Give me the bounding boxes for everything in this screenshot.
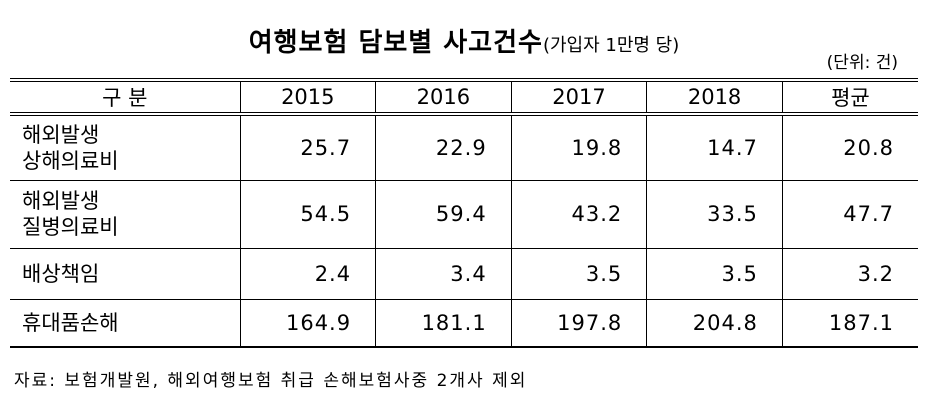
cell-value: 3.5 <box>646 247 783 299</box>
cell-value: 47.7 <box>781 179 918 248</box>
cell-value: 3.2 <box>781 247 918 299</box>
title: 여행보험 담보별 사고건수 <box>248 28 543 58</box>
subtitle: (가입자 1만명 당) <box>542 35 680 56</box>
table-row: 배상책임 2.4 3.4 3.5 3.5 3.2 <box>10 247 918 299</box>
row-label: 휴대품손해 <box>10 298 240 347</box>
column-header: 2017 <box>510 80 647 116</box>
cell-value: 2.4 <box>239 247 376 299</box>
table: 구 분 2015 2016 2017 2018 평균 해외발생 상해의료비 25.7 22.9… <box>10 78 918 348</box>
cell-value: 187.1 <box>781 298 918 347</box>
table-row: 해외발생 상해의료비 25.7 22.9 19.8 14.7 20.8 <box>10 113 918 180</box>
table-row: 해외발생 질병의료비 54.5 59.4 43.2 33.5 47.7 <box>10 179 918 248</box>
cell-value: 20.8 <box>781 113 918 180</box>
footnote: 자료: 보험개발원, 해외여행보험 취급 손해보험사중 2개사 제외 <box>14 371 528 391</box>
cell-value: 164.9 <box>239 298 376 347</box>
header-row: 구 분 2015 2016 2017 2018 평균 <box>10 80 918 116</box>
row-label: 배상책임 <box>10 247 240 299</box>
cell-value: 204.8 <box>646 298 783 347</box>
cell-value: 3.4 <box>375 247 512 299</box>
column-header: 2016 <box>375 80 512 116</box>
table-row: 휴대품손해 164.9 181.1 197.8 204.8 187.1 <box>10 298 918 347</box>
unit: (단위: 건) <box>826 53 898 73</box>
row-label: 해외발생 질병의료비 <box>10 179 240 248</box>
cell-value: 197.8 <box>510 298 647 347</box>
cell-value: 14.7 <box>646 113 783 180</box>
cell-value: 54.5 <box>239 179 376 248</box>
cell-value: 19.8 <box>510 113 647 180</box>
cell-value: 59.4 <box>375 179 512 248</box>
cell-value: 3.5 <box>510 247 647 299</box>
cell-value: 25.7 <box>239 113 376 180</box>
row-label: 해외발생 상해의료비 <box>10 113 240 180</box>
cell-value: 33.5 <box>646 179 783 248</box>
cell-value: 43.2 <box>510 179 647 248</box>
column-header: 구 분 <box>10 80 240 116</box>
column-header: 평균 <box>781 80 918 116</box>
column-header: 2018 <box>646 80 783 116</box>
cell-value: 22.9 <box>375 113 512 180</box>
title-block: 여행보험 담보별 사고건수(가입자 1만명 당) <box>0 22 928 59</box>
cell-value: 181.1 <box>375 298 512 347</box>
column-header: 2015 <box>239 80 376 116</box>
